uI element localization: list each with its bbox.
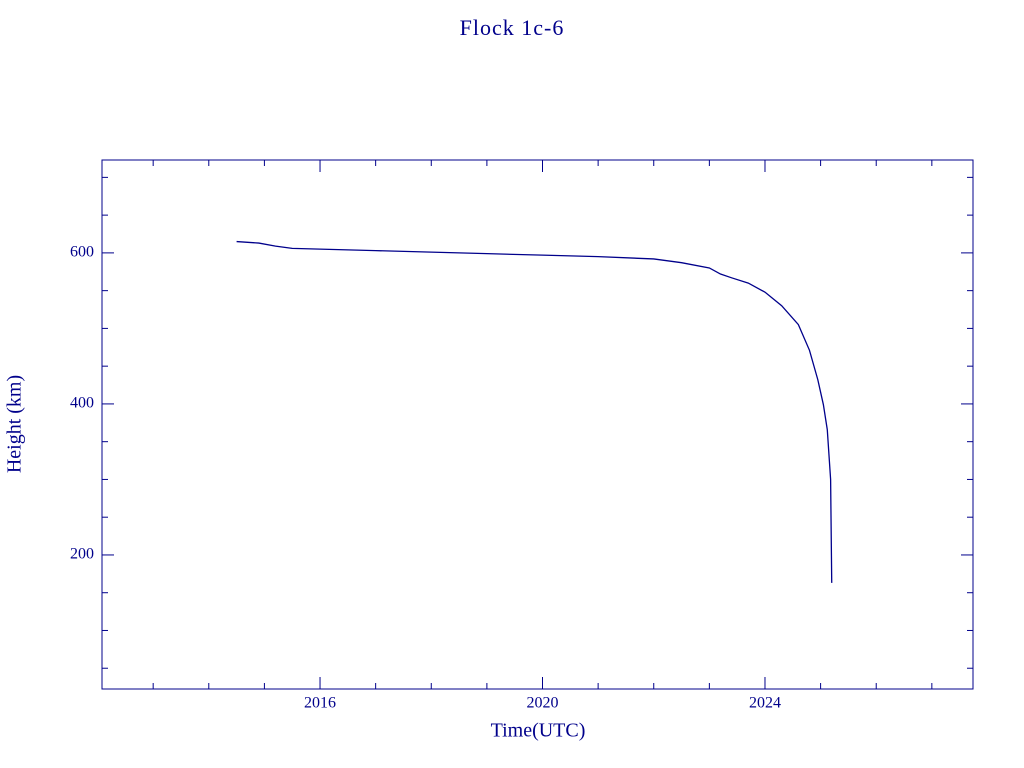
y-axis-label: Height (km) [4,375,26,473]
chart-title: Flock 1c-6 [460,15,565,40]
y-tick-label: 600 [70,244,94,261]
data-line [236,240,833,583]
plot-frame [101,159,974,690]
x-tick-label: 2020 [527,695,559,712]
x-tick-label: 2024 [749,695,781,712]
x-tick-label: 2016 [304,695,336,712]
x-axis-label: Time(UTC) [491,720,586,742]
y-tick-label: 400 [70,395,94,412]
y-tick-label: 200 [70,546,94,563]
